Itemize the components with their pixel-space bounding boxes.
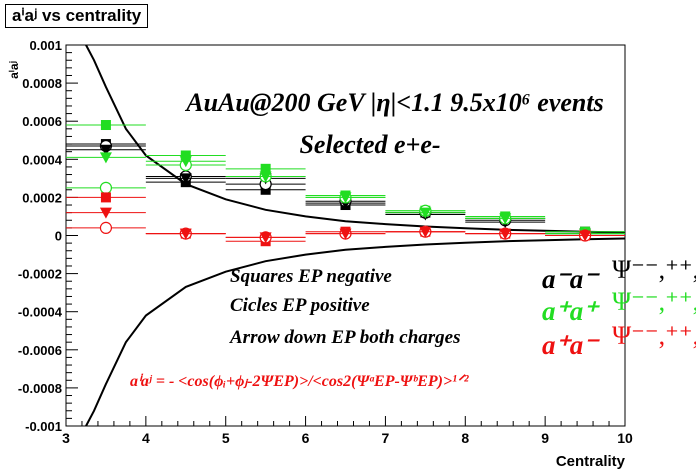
legend-arrows-text: Arrow down EP both charges — [229, 327, 461, 348]
psi-label-minus-minus: Ψ⁻⁻,⁺⁺,⁺⁻ — [612, 255, 696, 284]
x-tick-label: 10 — [617, 430, 633, 446]
x-axis-label: Centrality — [556, 453, 626, 470]
axes: 3 4 5 6 7 8 9 10 -0.001 -0.0008 -0.0006 -0.0004 -0.0… — [18, 38, 633, 446]
data-series — [66, 120, 625, 247]
envelope-curves — [85, 44, 626, 427]
triangle-down-marker — [179, 228, 192, 240]
chart-title: aⁱaʲ vs centrality — [5, 4, 149, 28]
triangle-down-marker — [419, 207, 432, 219]
circle-marker — [99, 221, 113, 234]
x-tick-label: 9 — [541, 430, 549, 446]
x-tick-label: 7 — [382, 430, 390, 446]
triangle-down-marker — [339, 228, 352, 240]
triangle-down-marker — [419, 226, 432, 238]
y-tick-label: 0.0004 — [22, 152, 63, 167]
y-tick-label: 0 — [55, 229, 62, 244]
x-tick-label: 4 — [142, 430, 150, 446]
y-tick-label: -0.0008 — [18, 381, 62, 396]
triangle-down-marker — [99, 144, 112, 156]
dataset-label: AuAu@200 GeV |η|<1.1 9.5x10⁶ events — [184, 88, 603, 117]
series-a+a+-triangle-down — [66, 152, 625, 240]
square-marker — [180, 150, 191, 161]
triangle-down-marker — [259, 171, 272, 183]
square-marker — [260, 163, 271, 174]
y-tick-label: -0.0006 — [18, 343, 62, 358]
formula-text: aⁱaʲ = - <cos(ϕᵢ+ϕⱼ-2ΨEP)>/<cos2(ΨᵃEP-Ψᵇ… — [130, 373, 470, 390]
triangle-down-marker — [99, 207, 112, 219]
triangle-down-marker — [499, 228, 512, 240]
y-tick-label: 0.0008 — [22, 76, 62, 91]
psi-label-plus-plus: Ψ⁻⁻,⁺⁺,⁺ — [612, 287, 696, 316]
charge-label-plus-minus: a⁺a⁻ — [542, 330, 600, 360]
y-tick-label: -0.0002 — [18, 267, 62, 282]
x-tick-label: 8 — [461, 430, 469, 446]
charge-label-minus-minus: a⁻a⁻ — [542, 264, 600, 294]
triangle-down-marker — [579, 230, 592, 242]
triangle-down-marker — [99, 152, 112, 164]
triangle-down-marker — [179, 173, 192, 185]
y-tick-label: 0.001 — [29, 38, 62, 53]
triangle-down-marker — [259, 232, 272, 244]
legend-squares-text: Squares EP negative — [230, 266, 392, 287]
psi-label-plus-minus: Ψ⁻⁻,⁺⁺,⁺⁻ — [612, 321, 696, 350]
x-tick-label: 3 — [62, 430, 70, 446]
selection-label: Selected e+e- — [299, 130, 440, 159]
x-tick-label: 6 — [302, 430, 310, 446]
square-marker — [100, 192, 111, 203]
y-tick-label: -0.001 — [25, 419, 62, 434]
y-tick-label: 0.0006 — [22, 114, 62, 129]
y-tick-label: 0.0002 — [22, 190, 62, 205]
triangle-down-marker — [339, 192, 352, 204]
y-tick-label: -0.0004 — [18, 305, 63, 320]
legend-circles-text: Cicles EP positive — [230, 295, 370, 316]
envelope-lower-curve — [85, 237, 626, 427]
triangle-down-marker — [179, 156, 192, 168]
charge-label-plus-plus: a⁺a⁺ — [542, 296, 600, 326]
y-axis-label: aⁱaʲ — [7, 61, 21, 79]
circle-marker — [99, 181, 113, 194]
series-a+a--triangle-down — [66, 207, 625, 244]
envelope-upper-curve — [85, 44, 626, 234]
square-marker — [100, 120, 111, 131]
triangle-down-marker — [499, 213, 512, 225]
x-tick-label: 5 — [222, 430, 230, 446]
